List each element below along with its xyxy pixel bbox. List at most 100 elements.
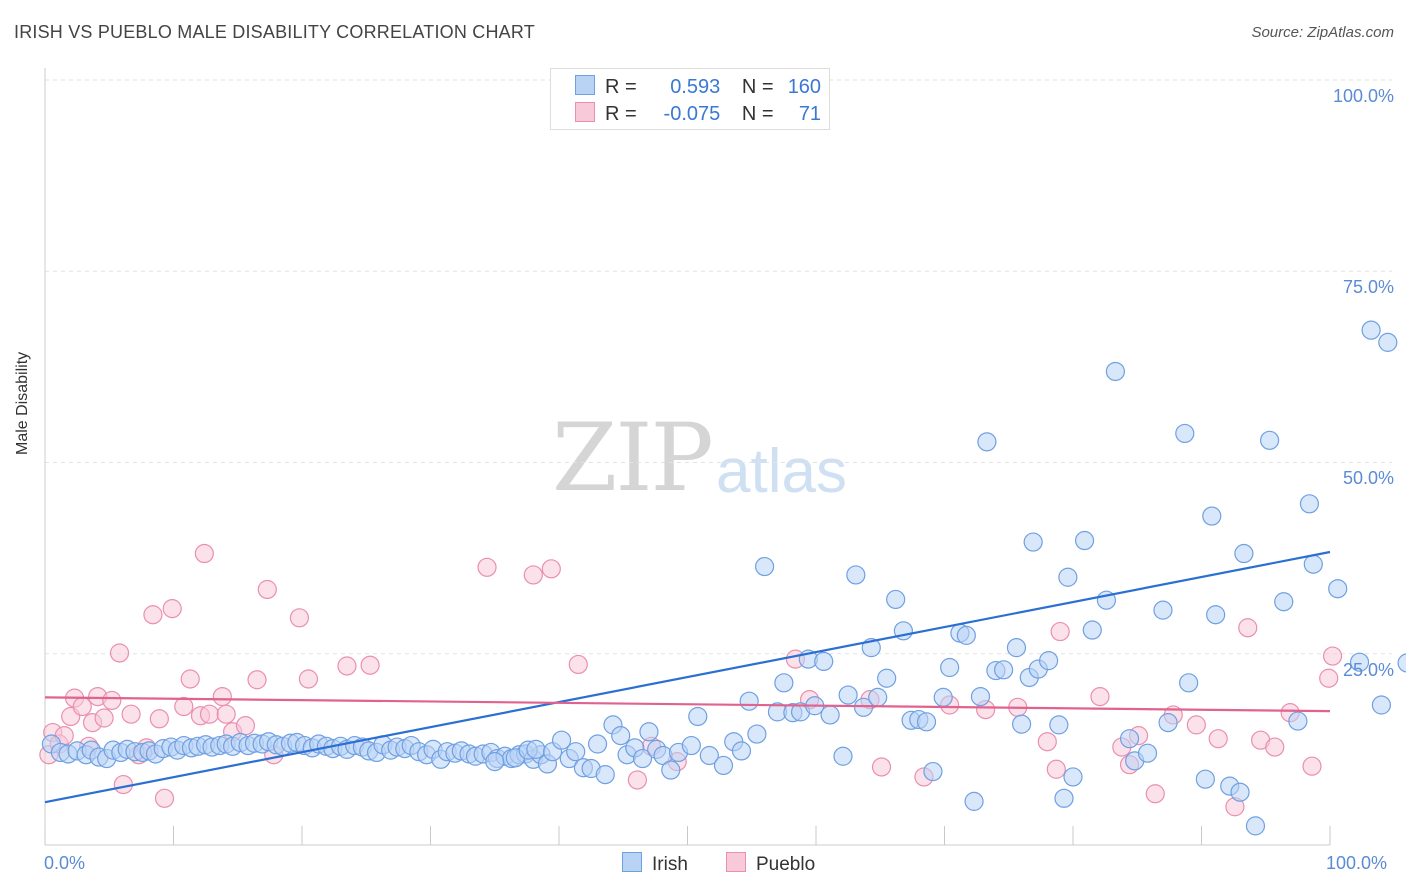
irish-point xyxy=(681,735,701,756)
pueblo-point xyxy=(360,655,380,675)
pueblo-point xyxy=(1265,737,1285,757)
irish-point xyxy=(838,685,858,705)
pueblo-point xyxy=(72,696,92,717)
legend-row-pueblo: R = -0.075 N = 71 xyxy=(575,102,821,126)
y-tick-50: 50.0% xyxy=(1342,468,1394,488)
irish-point xyxy=(1119,729,1140,749)
irish-point xyxy=(485,752,505,772)
pueblo-point xyxy=(102,690,122,711)
pueblo-point xyxy=(1145,784,1165,804)
irish-trend-line xyxy=(44,550,1331,804)
irish-point xyxy=(1011,714,1032,734)
pueblo-point xyxy=(477,557,497,577)
chart-title: IRISH VS PUEBLO MALE DISABILITY CORRELAT… xyxy=(14,22,535,42)
irish-point xyxy=(1371,695,1392,715)
bottom-pueblo-label: Pueblo xyxy=(756,854,816,875)
irish-point xyxy=(699,745,719,766)
irish-point xyxy=(1049,715,1069,735)
irish-point xyxy=(1397,653,1406,673)
x-tick-max: 100.0% xyxy=(1326,853,1388,873)
irish-point xyxy=(551,730,572,750)
irish-point xyxy=(1023,532,1043,552)
pueblo-point xyxy=(121,704,141,724)
irish-point xyxy=(977,432,997,452)
irish-point xyxy=(814,651,834,672)
irish-point xyxy=(1179,673,1199,693)
irish-point xyxy=(1082,620,1102,640)
irish-point xyxy=(661,760,681,780)
pueblo-point xyxy=(541,559,561,579)
irish-point xyxy=(1063,767,1083,787)
pueblo-point xyxy=(143,605,163,625)
legend-row-irish: R = 0.593 N = 160 xyxy=(575,75,821,99)
pueblo-trend-line xyxy=(44,696,1331,713)
pueblo-point xyxy=(1046,759,1066,779)
irish-point xyxy=(940,657,960,678)
pueblo-point xyxy=(1238,618,1258,638)
bottom-legend-pueblo: Pueblo xyxy=(726,852,815,876)
irish-point xyxy=(1206,605,1226,625)
irish-point xyxy=(688,706,708,727)
bottom-irish-label: Irish xyxy=(652,854,688,875)
irish-point xyxy=(1288,711,1308,731)
pueblo-point xyxy=(1186,715,1206,735)
pueblo-n-value: 71 xyxy=(798,103,822,125)
axes xyxy=(44,68,1331,846)
pueblo-point xyxy=(194,543,214,564)
irish-point xyxy=(956,625,976,645)
pueblo-point xyxy=(871,757,892,777)
irish-point xyxy=(1137,743,1158,763)
irish-point xyxy=(933,687,953,707)
irish-point xyxy=(611,726,631,746)
irish-point xyxy=(587,734,608,754)
pueblo-point xyxy=(154,788,175,808)
irish-point xyxy=(1074,530,1095,551)
irish-point xyxy=(916,712,937,732)
y-tick-100: 100.0% xyxy=(1332,86,1394,106)
stats-legend: R = 0.593 N = 160 R = -0.075 N = 71 xyxy=(550,68,830,130)
pueblo-point xyxy=(149,709,169,729)
irish-swatch xyxy=(575,75,595,95)
irish-point xyxy=(1153,600,1173,620)
irish-point xyxy=(566,742,586,762)
irish-point xyxy=(877,668,897,688)
pueblo-r-label: R = xyxy=(605,103,637,125)
irish-points xyxy=(41,320,1406,836)
irish-point xyxy=(754,556,775,577)
irish-point xyxy=(964,791,984,811)
irish-point xyxy=(632,748,653,769)
irish-point xyxy=(846,565,866,585)
pueblo-point xyxy=(247,670,267,690)
pueblo-swatch xyxy=(575,102,595,122)
irish-r-value: 0.593 xyxy=(670,76,721,98)
irish-point xyxy=(731,741,752,761)
watermark-zip: ZIP xyxy=(552,404,714,513)
x-tick-min: 0.0% xyxy=(44,853,86,873)
pueblo-point xyxy=(1050,621,1070,642)
pueblo-point xyxy=(257,579,277,600)
irish-point xyxy=(994,660,1014,680)
irish-point xyxy=(1054,788,1074,808)
irish-point xyxy=(1195,769,1215,789)
irish-point xyxy=(1202,506,1222,526)
pueblo-point xyxy=(162,599,182,619)
pueblo-point xyxy=(337,656,357,676)
pueblo-point xyxy=(109,643,130,663)
irish-point xyxy=(1361,320,1381,340)
irish-point xyxy=(1349,652,1370,672)
irish-point xyxy=(1303,554,1323,574)
pueblo-point xyxy=(216,704,236,724)
irish-point xyxy=(526,739,546,759)
irish-point xyxy=(1245,816,1266,836)
irish-point xyxy=(1328,579,1348,599)
trend-lines xyxy=(44,550,1331,804)
pueblo-point xyxy=(523,565,543,585)
irish-point xyxy=(739,691,759,711)
irish-point xyxy=(820,705,840,725)
bottom-irish-swatch xyxy=(622,852,642,872)
irish-point xyxy=(970,686,991,707)
irish-n-label: N = xyxy=(741,76,774,98)
irish-n-value: 160 xyxy=(787,76,822,98)
irish-point xyxy=(595,765,615,785)
